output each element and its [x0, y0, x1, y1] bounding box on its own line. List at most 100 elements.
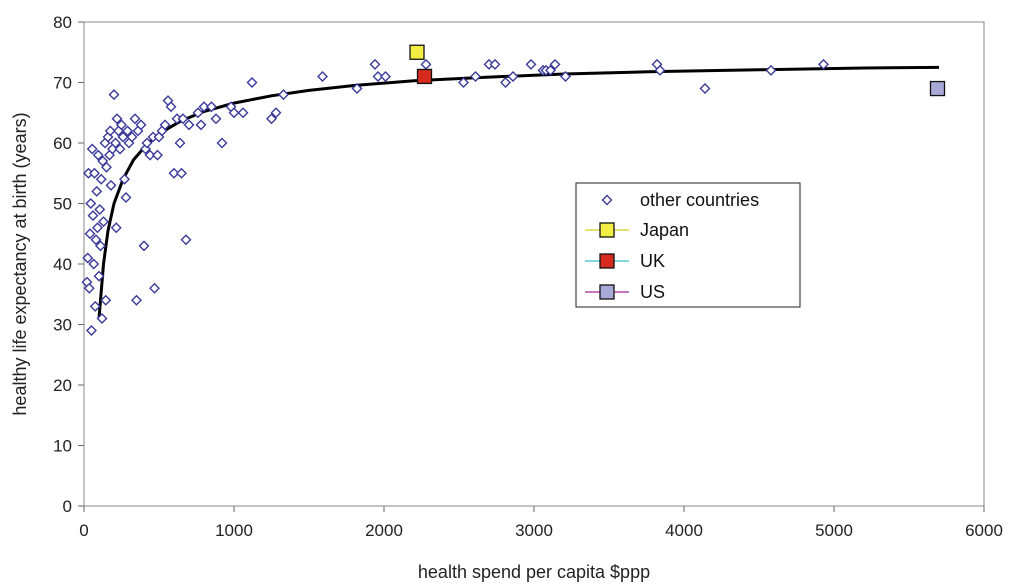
- y-tick-label: 50: [53, 195, 72, 214]
- x-tick-label: 3000: [515, 521, 553, 540]
- other-country-point: [104, 125, 116, 137]
- other-country-point: [111, 113, 123, 125]
- other-country-point: [168, 167, 180, 179]
- other-country-point: [126, 131, 138, 143]
- uk-point: [416, 68, 433, 85]
- other-country-point: [195, 119, 207, 131]
- other-country-point: [180, 234, 192, 246]
- other-country-point: [237, 107, 249, 119]
- other-country-point: [278, 89, 289, 101]
- other-country-point: [119, 173, 130, 185]
- other-country-point: [89, 300, 101, 312]
- other-country-point: [95, 173, 107, 185]
- other-country-point: [86, 143, 98, 155]
- other-country-point: [206, 101, 217, 113]
- other-country-point: [818, 58, 829, 70]
- data-points: [81, 58, 829, 337]
- other-country-point: [93, 270, 105, 282]
- other-country-point: [228, 107, 240, 119]
- x-tick-label: 2000: [365, 521, 403, 540]
- other-country-point: [144, 149, 156, 161]
- legend-label: other countries: [640, 190, 759, 210]
- other-country-point: [131, 294, 142, 306]
- other-country-point: [116, 119, 127, 131]
- other-country-point: [120, 191, 132, 203]
- legend-diamond-icon: [601, 194, 613, 206]
- japan-point: [409, 44, 425, 60]
- legend-uk-icon: [599, 253, 615, 269]
- other-country-point: [135, 119, 147, 131]
- other-country-point: [110, 137, 121, 149]
- other-country-point: [92, 222, 103, 234]
- other-country-point: [183, 119, 195, 131]
- legend-us-icon: [599, 284, 615, 300]
- other-country-point: [545, 64, 556, 76]
- us-point: [929, 80, 946, 97]
- y-tick-label: 40: [53, 255, 72, 274]
- y-tick-label: 80: [53, 13, 72, 32]
- other-country-point: [114, 143, 126, 155]
- other-country-point: [94, 204, 106, 216]
- legend-japan-icon: [599, 222, 615, 238]
- other-country-point: [105, 179, 117, 191]
- other-country-point: [91, 185, 103, 197]
- x-axis-title: health spend per capita $ppp: [418, 562, 650, 582]
- y-axis: 0 10 20 30 40 50 60 70 80: [53, 13, 84, 516]
- other-country-point: [470, 70, 481, 82]
- y-tick-label: 20: [53, 376, 72, 395]
- other-country-point: [246, 77, 258, 88]
- other-country-point: [699, 83, 711, 95]
- other-country-point: [159, 119, 171, 131]
- y-tick-label: 30: [53, 316, 72, 335]
- plot-border: [83, 21, 985, 507]
- x-tick-label: 0: [79, 521, 88, 540]
- other-country-point: [369, 58, 381, 70]
- other-country-point: [507, 70, 519, 82]
- other-country-point: [85, 198, 97, 209]
- plot-area: [83, 21, 985, 507]
- other-country-point: [100, 294, 112, 306]
- other-country-point: [87, 210, 99, 222]
- other-country-point: [317, 70, 328, 82]
- legend-label: UK: [640, 251, 665, 271]
- other-country-point: [129, 113, 141, 125]
- other-country-point: [266, 113, 277, 125]
- other-country-point: [500, 77, 511, 88]
- other-country-point: [198, 101, 210, 113]
- other-country-point: [165, 101, 177, 113]
- other-country-point: [654, 64, 666, 76]
- y-tick-label: 10: [53, 437, 72, 456]
- other-country-point: [149, 282, 160, 294]
- trend-line: [97, 65, 940, 319]
- other-country-point: [177, 113, 189, 125]
- other-country-point: [380, 70, 391, 82]
- other-country-point: [765, 64, 777, 76]
- x-tick-label: 5000: [815, 521, 853, 540]
- other-country-point: [525, 58, 537, 70]
- other-country-point: [88, 258, 100, 270]
- legend: other countries Japan UK US: [575, 182, 801, 308]
- other-country-point: [92, 149, 104, 161]
- x-tick-label: 6000: [965, 521, 1003, 540]
- legend-label: US: [640, 282, 665, 302]
- trend-curve: [97, 65, 940, 319]
- y-tick-label: 0: [63, 497, 72, 516]
- y-tick-label: 60: [53, 134, 72, 153]
- y-axis-title: healthy life expectancy at birth (years): [10, 112, 30, 415]
- other-country-point: [96, 312, 108, 324]
- other-country-point: [117, 131, 129, 143]
- other-country-point: [152, 149, 163, 161]
- other-country-point: [420, 58, 432, 70]
- other-country-point: [372, 70, 384, 82]
- other-country-point: [138, 240, 150, 252]
- other-country-point: [174, 137, 186, 149]
- other-country-point: [560, 70, 571, 82]
- other-country-point: [83, 282, 95, 294]
- x-tick-label: 1000: [215, 521, 253, 540]
- legend-label: Japan: [640, 220, 689, 240]
- other-country-point: [141, 137, 153, 149]
- legend-box: [575, 182, 801, 308]
- other-country-point: [176, 167, 187, 179]
